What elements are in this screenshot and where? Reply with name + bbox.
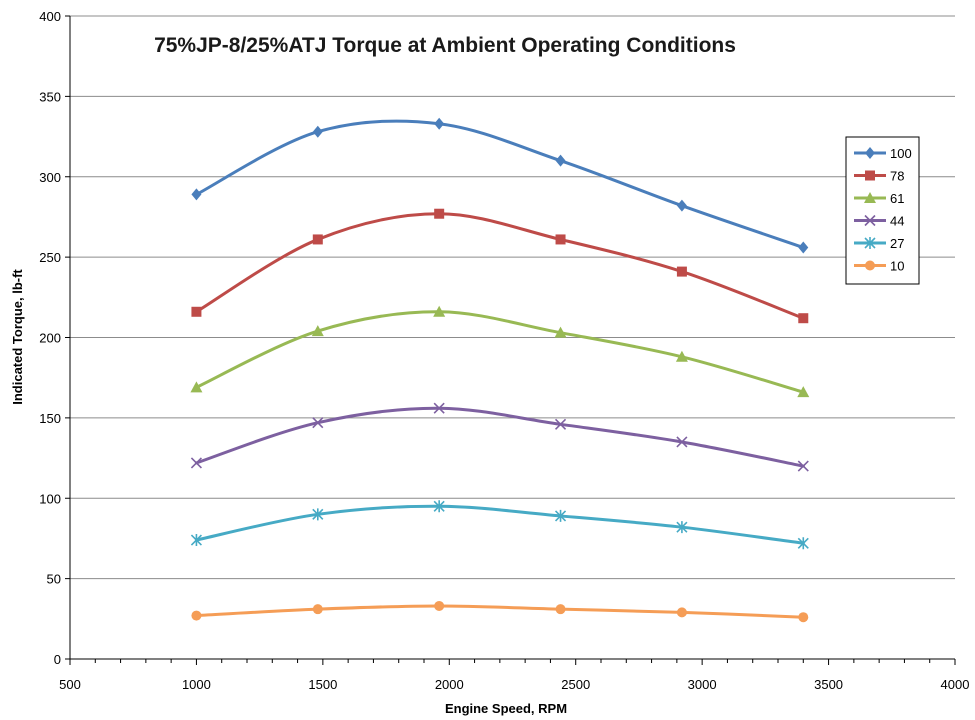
data-point	[676, 199, 687, 212]
series-line	[194, 212, 805, 320]
legend-box	[845, 136, 920, 285]
series-10	[191, 600, 809, 623]
data-point	[555, 234, 566, 245]
data-point	[433, 305, 446, 317]
data-point	[797, 460, 809, 472]
data-point	[312, 234, 323, 245]
legend-item-61: 61	[854, 191, 904, 206]
data-point	[676, 607, 687, 618]
legend: 100 78 61 44 27 10	[845, 136, 920, 285]
x-tick-label: 500	[59, 677, 81, 692]
x-tick-label: 4000	[941, 677, 970, 692]
chart-title: 75%JP-8/25%ATJ Torque at Ambient Operati…	[154, 34, 736, 57]
data-point	[312, 508, 324, 521]
x-tick-label: 2500	[561, 677, 590, 692]
data-point	[865, 260, 875, 271]
data-point	[798, 313, 809, 324]
data-point	[312, 417, 324, 429]
grid-layer	[70, 15, 955, 580]
data-point	[312, 604, 323, 615]
data-point	[865, 147, 875, 159]
x-tick-label: 3500	[814, 677, 843, 692]
data-point	[676, 266, 687, 277]
data-point	[797, 537, 809, 550]
legend-label: 61	[890, 191, 904, 206]
data-point	[191, 610, 202, 621]
series-100	[191, 117, 809, 254]
legend-label: 78	[890, 169, 904, 184]
data-point	[434, 117, 445, 130]
y-tick-label: 150	[39, 411, 61, 426]
data-point	[312, 125, 323, 138]
series-line	[194, 119, 805, 249]
series-line	[194, 504, 805, 545]
series-44	[190, 402, 809, 472]
series-line	[194, 310, 805, 394]
series-line	[194, 604, 805, 619]
data-point	[676, 521, 688, 534]
data-point	[434, 600, 445, 611]
legend-item-44: 44	[854, 214, 904, 229]
data-point	[864, 214, 876, 227]
y-tick-label: 200	[39, 331, 61, 346]
y-tick-label: 350	[39, 89, 61, 104]
data-point	[554, 326, 567, 338]
data-point	[555, 604, 566, 615]
data-point	[190, 381, 203, 393]
legend-item-27: 27	[854, 236, 904, 251]
data-point	[191, 306, 202, 317]
y-tick-label: 250	[39, 250, 61, 265]
data-point	[433, 500, 445, 513]
data-point	[675, 350, 688, 362]
legend-label: 100	[890, 146, 912, 161]
data-point	[311, 325, 324, 337]
data-point	[554, 509, 567, 522]
data-point	[864, 192, 876, 203]
data-point	[865, 170, 875, 181]
series-layer	[190, 117, 810, 623]
data-point	[434, 208, 445, 219]
series-78	[191, 208, 809, 324]
x-tick-label: 2000	[435, 677, 464, 692]
data-point	[864, 237, 876, 249]
legend-label: 10	[890, 259, 904, 274]
data-point	[433, 402, 445, 414]
x-axis-title: Engine Speed, RPM	[445, 701, 567, 716]
legend-item-10: 10	[854, 259, 904, 274]
data-point	[190, 534, 202, 547]
data-point	[676, 436, 688, 448]
data-point	[555, 154, 566, 167]
axes-layer: 0 50 100 150 200 250 300 350 400 500 1000 1500 2000 2…	[39, 9, 969, 692]
y-tick-label: 400	[39, 9, 61, 24]
y-tick-label: 0	[54, 652, 61, 667]
data-point	[191, 188, 202, 201]
y-tick-label: 300	[39, 170, 61, 185]
legend-label: 27	[890, 236, 904, 251]
y-tick-label: 100	[39, 491, 61, 506]
x-tick-label: 1000	[182, 677, 211, 692]
data-point	[190, 457, 202, 469]
y-axis-title: Indicated Torque, lb-ft	[10, 269, 25, 405]
data-point	[797, 386, 810, 398]
series-27	[190, 500, 809, 550]
x-tick-label: 1500	[308, 677, 337, 692]
data-point	[798, 612, 809, 623]
series-line	[194, 406, 805, 468]
x-tick-label: 3000	[688, 677, 717, 692]
legend-item-100: 100	[854, 146, 912, 161]
series-61	[190, 305, 810, 398]
y-tick-label: 50	[47, 572, 61, 587]
legend-label: 44	[890, 214, 904, 229]
data-point	[554, 418, 567, 430]
legend-item-78: 78	[854, 169, 904, 184]
data-point	[798, 241, 809, 254]
